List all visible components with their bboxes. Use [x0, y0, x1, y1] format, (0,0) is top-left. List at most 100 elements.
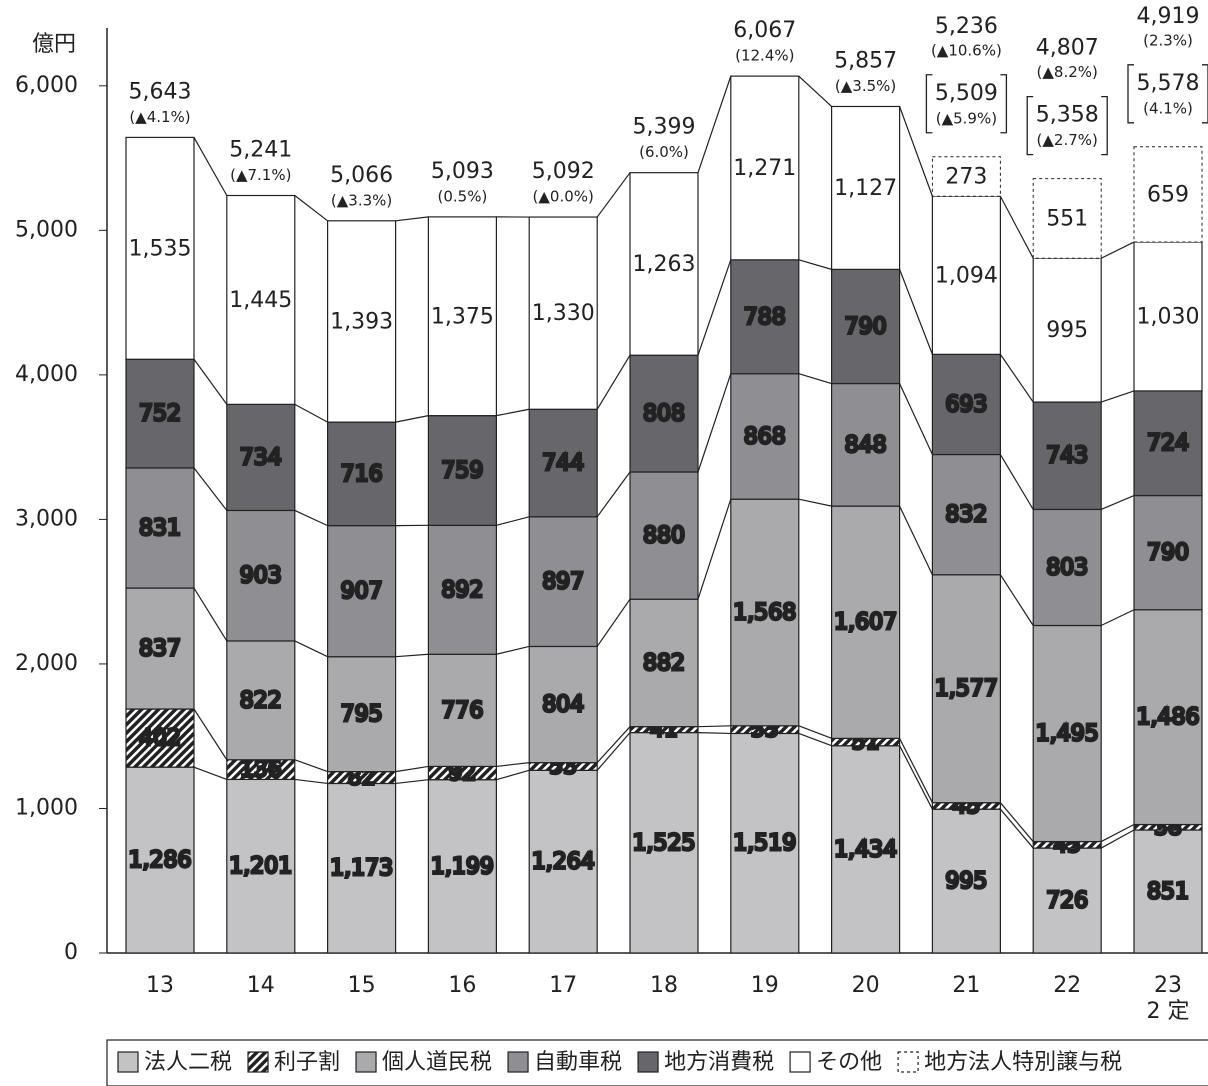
bar-segment: [830, 382, 901, 507]
connector: [395, 653, 429, 658]
connector: [193, 766, 228, 780]
bar-segment: [730, 373, 800, 500]
connector: [697, 498, 732, 600]
legend-label: 地方法人特別譲与税: [924, 1050, 1122, 1075]
connector: [596, 732, 631, 771]
connector: [596, 172, 631, 218]
connector: [294, 403, 328, 423]
data-label: 724: [1147, 431, 1189, 456]
connector: [899, 738, 933, 803]
data-label: 1,263: [633, 252, 696, 277]
y-tick-label: 6,000: [15, 73, 78, 98]
connector: [999, 808, 1034, 849]
data-label: 1,330: [532, 301, 595, 326]
data-label: 1,375: [431, 304, 494, 329]
bar-segment: [629, 172, 699, 356]
total-label: 5,092: [532, 159, 595, 184]
total-change: (2.3%): [1143, 31, 1193, 49]
connector: [496, 769, 530, 781]
y-tick-label: 1,000: [15, 795, 78, 820]
connector: [596, 726, 631, 764]
connector: [1100, 495, 1135, 510]
data-label: 1,264: [532, 850, 595, 875]
y-tick-label: 0: [64, 940, 78, 965]
bar-segment: [1032, 508, 1102, 627]
bar-segment: [226, 403, 296, 512]
connector: [798, 373, 832, 385]
data-label: 1,173: [330, 856, 393, 881]
data-label: 136: [240, 758, 282, 783]
connector: [899, 505, 933, 576]
data-label: 1,577: [935, 677, 998, 702]
bar-segment: [125, 136, 195, 360]
bar-segment: [427, 216, 497, 417]
x-tick-label: 14: [247, 973, 275, 998]
data-label: 880: [643, 524, 685, 549]
bar-segment: [931, 195, 1002, 355]
data-label: 659: [1147, 182, 1189, 207]
total-change: (0.5%): [437, 187, 487, 205]
data-label: 743: [1046, 444, 1088, 469]
total-label: 6,067: [733, 18, 796, 43]
bar-segment: [1032, 847, 1102, 954]
bar-segment: [125, 358, 195, 469]
bar-segment: [427, 653, 497, 768]
total-label: 5,241: [229, 138, 292, 163]
x-tick-label: 21: [952, 973, 980, 998]
connector: [899, 269, 933, 355]
data-label: 1,393: [330, 309, 393, 334]
bar-segment: [125, 587, 195, 710]
bar-segment: [931, 453, 1002, 576]
connector: [294, 640, 328, 658]
data-label: 752: [139, 402, 181, 427]
special-total-change: (4.1%): [1143, 99, 1193, 117]
bar-segment: [1133, 609, 1203, 826]
x-tick-label: 16: [448, 973, 476, 998]
data-label: 759: [441, 458, 483, 483]
data-label: 1,127: [834, 176, 897, 201]
data-label: 822: [240, 688, 282, 713]
data-label: 790: [1147, 541, 1189, 566]
connector: [697, 731, 731, 735]
bar-segment: [327, 525, 397, 658]
connector: [798, 725, 832, 739]
data-label: 837: [139, 637, 181, 662]
connector: [798, 75, 833, 107]
total-change: (6.0%): [639, 143, 689, 161]
x-tick-label: 20: [852, 973, 880, 998]
connector: [193, 587, 228, 642]
y-tick-label: 5,000: [15, 217, 78, 242]
connector: [999, 195, 1034, 259]
special-total-label: 5,509: [935, 81, 998, 106]
data-label: 1,201: [229, 854, 292, 879]
data-label: 744: [542, 451, 584, 476]
connector: [496, 645, 530, 655]
legend-swatch: [637, 1051, 659, 1073]
connector: [899, 106, 933, 197]
data-label: 995: [1046, 318, 1088, 343]
data-label: 903: [240, 564, 282, 589]
data-label: 868: [744, 424, 786, 449]
data-label: 1,568: [733, 600, 796, 625]
data-label: 788: [744, 305, 786, 330]
bar-segment: [1032, 257, 1102, 403]
total-label: 4,807: [1036, 36, 1099, 61]
total-change: (▲3.5%): [835, 77, 896, 95]
bar-segment: [125, 708, 195, 768]
total-change: (▲0.0%): [533, 188, 594, 206]
total-change: (▲7.1%): [230, 166, 291, 184]
bar-segment: [1032, 401, 1102, 511]
bracket: [1026, 95, 1108, 156]
legend-label: その他: [816, 1050, 882, 1075]
bar-segment: [226, 640, 296, 761]
bar-segment: [830, 505, 901, 739]
bar-segment: [931, 353, 1002, 456]
connector: [1101, 390, 1135, 403]
bar-segment: [528, 645, 598, 764]
bar-segment: [427, 524, 497, 655]
bar-segment: [830, 745, 901, 954]
bar-segment: [1032, 624, 1102, 843]
y-tick-label: 4,000: [15, 362, 78, 387]
connector: [596, 354, 631, 410]
data-label: 693: [945, 392, 987, 417]
